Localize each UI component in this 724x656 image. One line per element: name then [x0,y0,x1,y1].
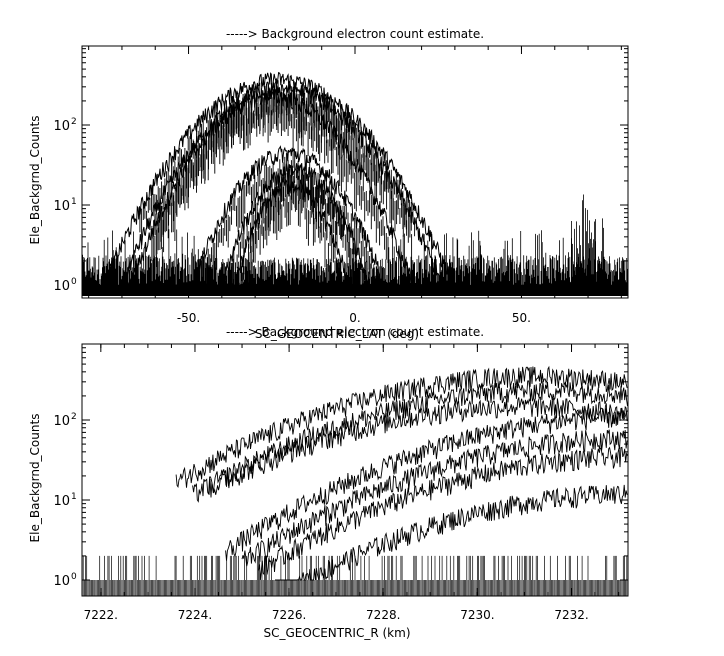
series-line-5 [211,178,372,287]
data-series-group [82,365,628,596]
series-line-4 [241,429,628,567]
series-line-2 [208,396,628,498]
series-line-5 [258,446,628,581]
series-line-2 [127,87,416,286]
x-tick-label: 0. [349,311,360,325]
x-axis: -50. 0. 50. [88,46,622,325]
series-spread-5 [234,186,348,285]
x-axis: 7222. 7224. 7226. 7228. 7230. 7232. [84,344,620,622]
x-axis-label: SC_GEOCENTRIC_R (km) [264,626,411,640]
plot-frame [81,343,629,597]
y-tick-label: 10 [53,119,70,134]
x-tick-label: 7226. [272,608,306,622]
series-line-0 [175,365,628,489]
y-tick-exponent: 0 [71,277,77,287]
y-tick-label: 10 [53,414,70,429]
x-tick-label: 7230. [460,608,494,622]
latitude-plot: -----> Background electron count estimat… [28,27,629,341]
x-tick-label: 50. [512,311,531,325]
noise-floor-series [82,555,628,596]
y-tick-exponent: 0 [71,572,77,582]
x-tick-label: 7232. [554,608,588,622]
chart-title: -----> Background electron count estimat… [226,27,484,41]
radius-plot: -----> Background electron count estimat… [28,325,629,640]
noise-floor-series [82,194,628,296]
series-line-4 [199,163,391,286]
data-series-group [82,71,628,296]
y-tick-exponent: 1 [71,492,77,502]
y-tick-exponent: 2 [71,412,77,422]
series-line-6 [275,484,628,581]
series-line-0 [107,71,450,283]
y-tick-label: 10 [53,279,70,294]
x-tick-label: 7222. [84,608,118,622]
x-tick-label: -50. [177,311,200,325]
y-tick-label: 10 [53,494,70,509]
y-tick-exponent: 1 [71,197,77,207]
y-tick-exponent: 2 [71,117,77,127]
y-axis-label: Ele_Backgrnd_Counts [28,116,42,245]
chart-title: -----> Background electron count estimat… [226,325,484,339]
y-tick-label: 10 [53,199,70,214]
x-axis-label: SC_GEOCENTRIC_LAT (deg) [255,327,419,341]
x-tick-label: 7224. [178,608,212,622]
series-spread-2 [154,97,389,267]
y-tick-label: 10 [53,574,70,589]
y-axis-label: Ele_Backgrnd_Counts [28,414,42,543]
series-line-3 [225,407,628,561]
x-tick-label: 7228. [366,608,400,622]
